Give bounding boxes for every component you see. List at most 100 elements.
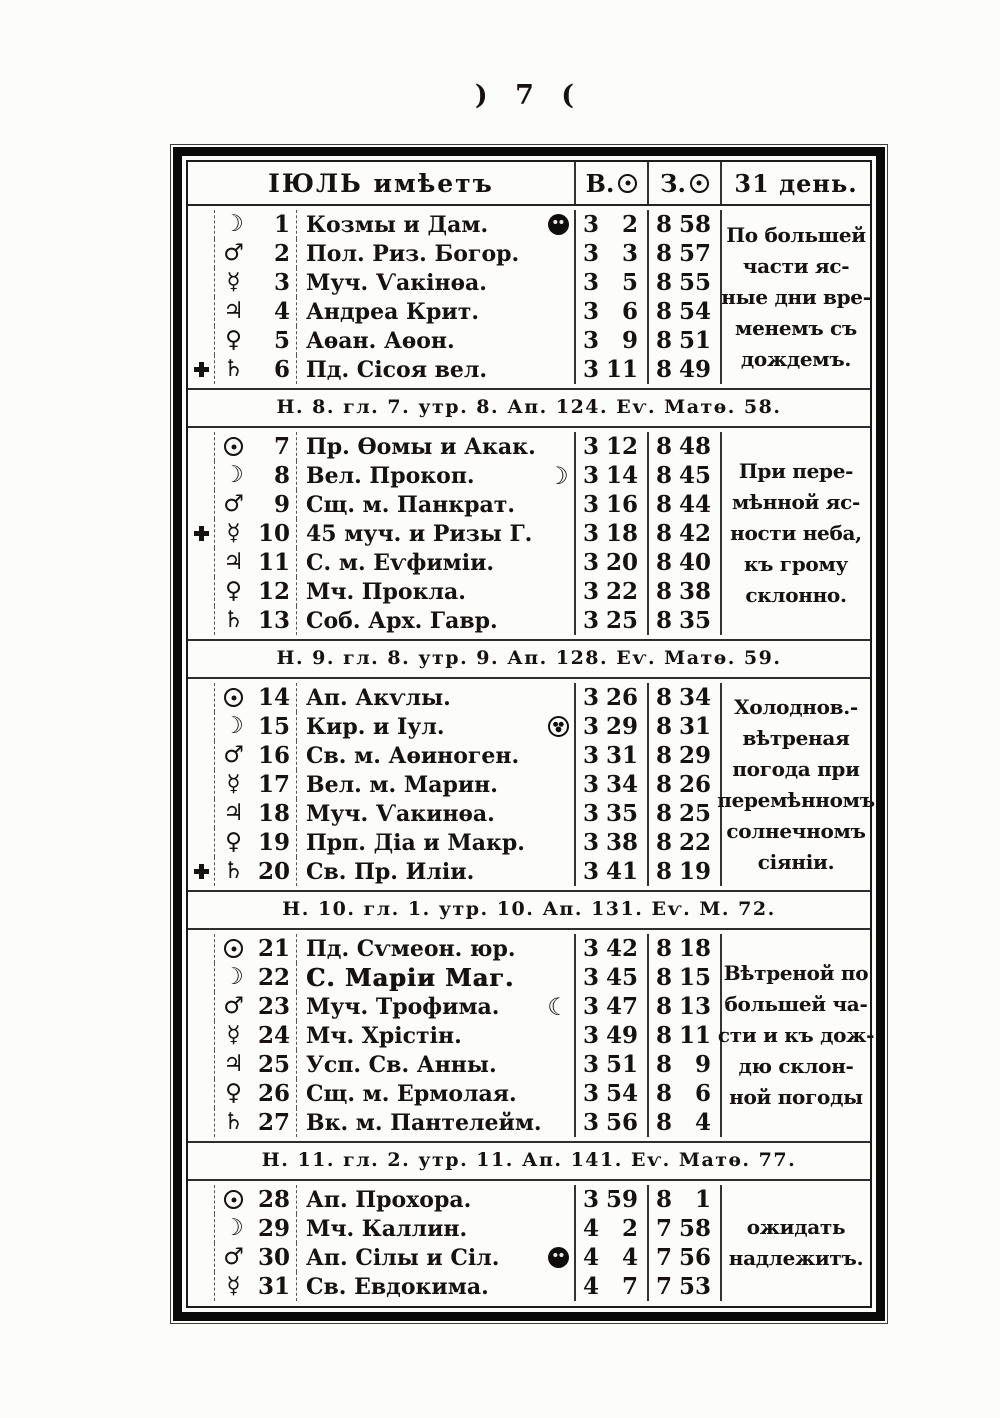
moon-phase-cell [542,355,574,384]
sunrise-minute: 12 [605,433,638,460]
sunset-hour: 8 [656,858,673,885]
saturn-icon: ♄ [223,356,244,382]
moon-phase-cell [542,1243,574,1272]
sunrise-time-cell: 3 18 [574,519,647,548]
sun-icon [224,1190,243,1209]
sunset-minute: 54 [678,298,711,325]
moon-phase-cell [542,326,574,355]
sunrise-minute: 11 [605,356,638,383]
sunrise-hour: 3 [583,935,600,962]
feast-cross-cell [188,577,214,606]
saint-name-cell: Ап. Сілы и Сіл. [296,1243,542,1272]
sunset-time-cell: 8 26 [647,770,720,799]
sunset-time-cell: 8 44 [647,490,720,519]
day-number-cell: 15 [257,713,290,740]
sunrise-time-cell: 3 31 [574,741,647,770]
weekday-planet-cell [214,934,252,963]
sunset-minute: 38 [678,578,711,605]
saint-name-cell: 45 муч. и Ризы Г. [296,519,542,548]
day-number-cell: 12 [257,578,290,605]
feast-cross-cell [188,432,214,461]
weekday-planet-cell: ♂ [214,741,252,770]
sunset-hour: 8 [656,1051,673,1078]
sunset-hour: 8 [656,211,673,238]
sunrise-time-cell: 3 47 [574,992,647,1021]
sunset-time-cell: 8 42 [647,519,720,548]
feast-cross-cell [188,770,214,799]
sunset-hour: 8 [656,964,673,991]
moon-phase-cell [542,1021,574,1050]
day-number-cell: 9 [273,491,290,518]
sunset-time-cell: 7 53 [647,1272,720,1301]
moon-phase-cell [542,1050,574,1079]
lectionary-note: Н. 8. гл. 7. утр. 8. Ап. 124. Еѵ. Матѳ. … [188,388,870,428]
saint-name-cell: Кир. и Іул. [296,712,542,741]
sunset-hour: 8 [656,462,673,489]
sunset-hour: 8 [656,1080,673,1107]
sunrise-minute: 3 [621,240,638,267]
weekday-planet-cell: ♂ [214,490,252,519]
sun-icon [224,939,243,958]
saint-name-cell: Аѳан. Аѳон. [296,326,542,355]
sunrise-minute: 9 [621,327,638,354]
saint-name-cell: Пд. Сѵмеон. юр. [296,934,542,963]
sunset-hour: 8 [656,935,673,962]
feast-cross-cell [188,1272,214,1301]
weather-line: къ грому [743,552,849,576]
cross-icon [193,864,209,879]
sunset-time-cell: 8 49 [647,355,720,384]
cross-icon [193,526,209,541]
weekday-planet-cell: ☿ [214,1272,252,1301]
sunset-time-cell: 8 22 [647,828,720,857]
sunset-time-cell: 8 34 [647,683,720,712]
day-number-cell: 6 [273,356,290,383]
saint-name-cell: Пр. Ѳомы и Акак. [296,432,542,461]
mars-icon: ♂ [223,1244,244,1270]
sunrise-minute: 49 [605,1022,638,1049]
sunset-hour: 8 [656,771,673,798]
weekday-planet-cell: ☿ [214,268,252,297]
sunset-minute: 22 [678,829,711,856]
day-number-cell: 2 [273,240,290,267]
weekday-planet-cell: ☿ [214,519,252,548]
day-number-cell: 7 [273,433,290,460]
lectionary-note: Н. 11. гл. 2. утр. 11. Ап. 141. Еѵ. Матѳ… [188,1141,870,1181]
sunset-hour: 7 [656,1215,673,1242]
sunrise-time-cell: 3 14 [574,461,647,490]
day-number-cell: 28 [257,1186,290,1213]
feast-cross-cell [188,712,214,741]
sunset-time-cell: 8 25 [647,799,720,828]
sunrise-hour: 4 [583,1215,600,1242]
moon-phase-cell: ☾ [542,992,574,1021]
saint-name-cell: Мч. Каллин. [296,1214,542,1243]
sunrise-time-cell: 3 20 [574,548,647,577]
sunset-minute: 29 [678,742,711,769]
sunrise-time-cell: 3 35 [574,799,647,828]
moon-phase-cell [542,297,574,326]
sunset-minute: 26 [678,771,711,798]
moon-phase-cell [542,770,574,799]
sunset-hour: 8 [656,607,673,634]
weather-line: перемѣнномъ [717,787,875,812]
weekday-planet-cell: ♃ [214,1050,252,1079]
jupiter-icon: ♃ [223,298,244,324]
sunrise-minute: 54 [605,1080,638,1107]
day-number-cell: 20 [257,858,290,885]
weekday-planet-cell: ♃ [214,297,252,326]
saint-name-cell: Муч. Ѵакінѳа. [296,268,542,297]
moon-phase-cell [542,606,574,635]
moon-icon: ☽ [223,462,244,488]
weekday-planet-cell: ♄ [214,355,252,384]
saturn-icon: ♄ [223,1109,244,1135]
weather-line: погода при [732,756,860,781]
sunrise-minute: 35 [605,800,638,827]
mars-icon: ♂ [223,742,244,768]
venus-icon: ♀ [225,327,242,353]
day-number-cell: 19 [257,829,290,856]
sunset-column-header: З. [647,162,720,204]
month-title: ІЮЛЬ имѣетъ [268,168,494,198]
